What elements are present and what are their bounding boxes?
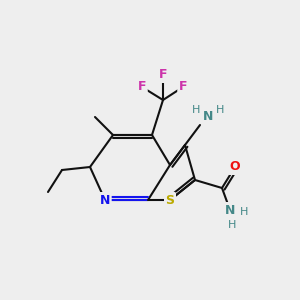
- Text: N: N: [203, 110, 213, 124]
- Text: F: F: [138, 80, 146, 94]
- Text: S: S: [166, 194, 175, 206]
- Text: O: O: [230, 160, 240, 173]
- Text: H: H: [240, 207, 248, 217]
- Text: H: H: [216, 105, 224, 115]
- Text: N: N: [100, 194, 110, 206]
- Text: H: H: [192, 105, 200, 115]
- Text: F: F: [159, 68, 167, 82]
- Text: N: N: [225, 203, 235, 217]
- Text: H: H: [228, 220, 236, 230]
- Text: F: F: [179, 80, 187, 94]
